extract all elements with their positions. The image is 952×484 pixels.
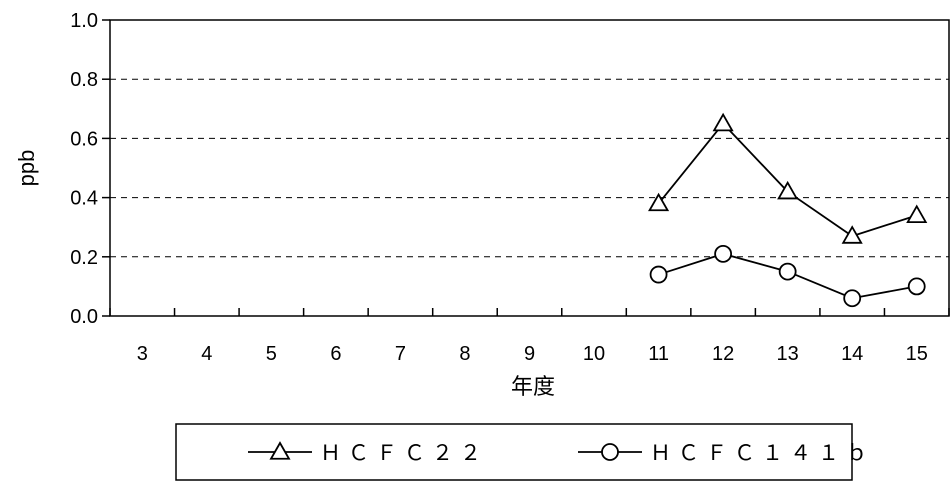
x-tick-label: 8 xyxy=(459,343,470,365)
legend-label: ＨＣＦＣ２２ xyxy=(320,442,488,465)
circle-point xyxy=(843,289,862,308)
legend-circle-marker xyxy=(601,443,619,461)
circle-point xyxy=(778,262,797,281)
y-tick-label: 0.0 xyxy=(70,306,98,328)
legend-entry: ＨＣＦＣ２２ xyxy=(248,441,488,465)
x-tick-label: 15 xyxy=(906,343,928,365)
x-tick-label: 5 xyxy=(266,343,277,365)
circle-point xyxy=(907,277,926,296)
x-tick-label: 13 xyxy=(777,343,799,365)
x-tick-label: 6 xyxy=(330,343,341,365)
triangle-point xyxy=(906,204,928,224)
x-tick-label: 7 xyxy=(395,343,406,365)
circle-point xyxy=(714,244,733,263)
y-axis: 0.0 0.2 0.4 0.6 0.8 1.0 xyxy=(70,10,110,328)
y-tick-label: 0.6 xyxy=(70,128,98,150)
triangle-point xyxy=(841,225,863,244)
x-axis: 3 4 5 6 7 8 9 10 11 12 13 14 15 xyxy=(109,308,950,365)
x-tick-label: 12 xyxy=(712,343,734,365)
series-2 xyxy=(649,244,926,308)
legend-label: ＨＣＦＣ１４１ｂ xyxy=(650,442,874,465)
series-layer xyxy=(648,112,928,308)
gridlines xyxy=(110,78,949,258)
series-1 xyxy=(648,112,928,244)
legend: ＨＣＦＣ２２ ＨＣＦＣ１４１ｂ xyxy=(175,423,874,481)
x-axis-title: 年度 xyxy=(511,374,555,399)
series-line xyxy=(657,122,918,238)
x-tick-label: 10 xyxy=(583,343,605,365)
legend-triangle-marker xyxy=(269,441,291,460)
circle-point xyxy=(649,265,668,284)
y-tick-label: 0.4 xyxy=(70,188,98,210)
x-tick-label: 11 xyxy=(648,343,669,365)
y-tick-label: 0.8 xyxy=(70,69,98,91)
triangle-point xyxy=(712,112,734,132)
y-axis-title: ppb xyxy=(14,150,39,187)
triangle-point xyxy=(648,192,670,212)
triangle-point xyxy=(777,180,799,200)
y-tick-label: 0.2 xyxy=(70,247,98,269)
legend-entry: ＨＣＦＣ１４１ｂ xyxy=(578,442,874,465)
plot-area xyxy=(109,19,950,317)
x-tick-label: 9 xyxy=(524,343,535,365)
y-tick-label: 1.0 xyxy=(70,10,98,32)
x-tick-label: 3 xyxy=(137,343,148,365)
legend-box xyxy=(175,423,853,481)
x-tick-label: 4 xyxy=(201,343,212,365)
x-tick-label: 14 xyxy=(841,343,863,365)
